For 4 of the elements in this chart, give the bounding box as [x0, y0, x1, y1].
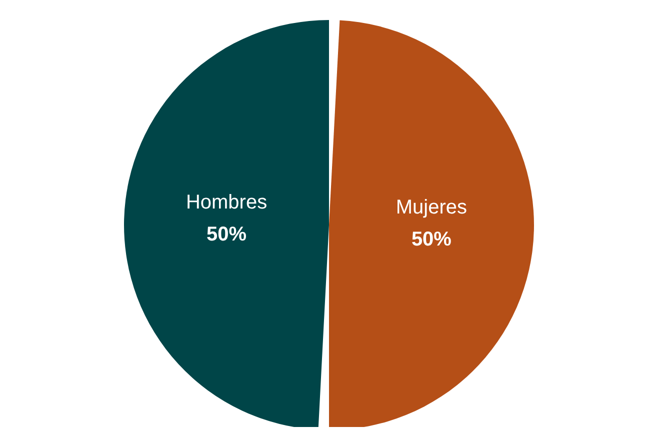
data-label: 50% [411, 228, 452, 251]
slice-label: Mujeres [396, 196, 468, 219]
slice-label: Hombres [186, 191, 268, 214]
data-label: 50% [206, 223, 247, 246]
